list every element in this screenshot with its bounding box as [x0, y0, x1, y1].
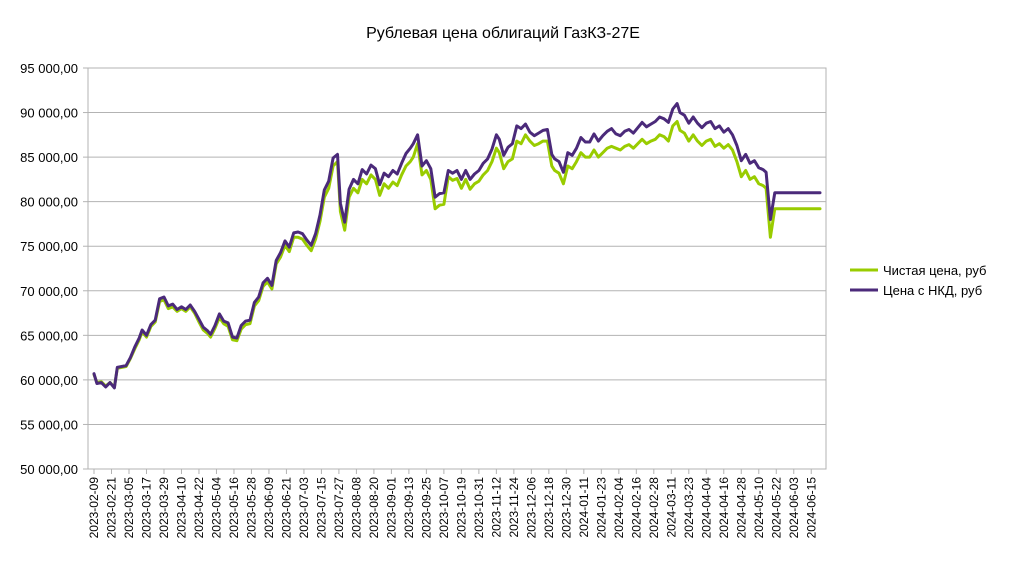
x-tick-label: 2023-12-18: [542, 477, 556, 539]
x-tick-label: 2024-05-22: [769, 477, 783, 539]
plot-area-frame: [87, 67, 827, 470]
legend-label: Чистая цена, руб: [883, 263, 986, 278]
x-tick-label: 2023-06-09: [262, 477, 276, 539]
x-tick-label: 2023-05-04: [209, 477, 223, 539]
y-tick-label: 55 000,00: [20, 417, 78, 432]
x-tick-label: 2024-02-04: [612, 477, 626, 539]
y-tick-label: 65 000,00: [20, 328, 78, 343]
x-tick-label: 2024-02-28: [647, 477, 661, 539]
y-tick-label: 90 000,00: [20, 106, 78, 121]
x-tick-label: 2023-09-13: [402, 477, 416, 539]
legend-label: Цена с НКД, руб: [883, 283, 982, 298]
x-tick-label: 2024-04-28: [734, 477, 748, 539]
x-tick-label: 2024-06-15: [804, 477, 818, 539]
x-tick-label: 2023-08-08: [349, 477, 363, 539]
x-tick-label: 2024-06-03: [787, 477, 801, 539]
x-tick-label: 2023-07-03: [297, 477, 311, 539]
y-tick-label: 60 000,00: [20, 373, 78, 388]
x-axis-ticks: 2023-02-09 2023-02-21 2023-03-05 2023-03-17…: [87, 469, 818, 538]
x-tick-label: 2024-05-10: [752, 477, 766, 539]
y-tick-label: 70 000,00: [20, 284, 78, 299]
x-tick-label: 2024-04-04: [699, 477, 713, 539]
y-tick-label: 85 000,00: [20, 150, 78, 165]
x-tick-label: 2023-09-01: [384, 477, 398, 539]
x-tick-label: 2024-01-23: [594, 477, 608, 539]
y-tick-label: 75 000,00: [20, 239, 78, 254]
x-tick-label: 2023-10-31: [472, 477, 486, 539]
x-tick-label: 2023-04-10: [174, 477, 188, 539]
y-tick-label: 50 000,00: [20, 462, 78, 477]
x-tick-label: 2023-10-19: [454, 477, 468, 539]
x-tick-label: 2023-02-21: [104, 477, 118, 539]
chart-title: Рублевая цена облигаций ГазКЗ-27Е: [366, 25, 640, 42]
x-tick-label: 2023-03-05: [122, 477, 136, 539]
series-line-2: [92, 102, 822, 390]
y-tick-label: 80 000,00: [20, 195, 78, 210]
x-tick-label: 2023-11-12: [489, 477, 503, 538]
x-tick-label: 2023-05-16: [227, 477, 241, 539]
x-tick-label: 2023-03-17: [139, 477, 153, 539]
x-tick-label: 2023-03-29: [157, 477, 171, 539]
y-axis-ticks: 50 000,00 55 000,00 60 000,00 65 000,00 70 0…: [20, 61, 88, 477]
x-tick-label: 2023-12-06: [524, 477, 538, 539]
x-tick-label: 2023-12-30: [559, 477, 573, 539]
x-tick-label: 2024-03-11: [664, 477, 678, 538]
x-tick-label: 2023-02-09: [87, 477, 101, 539]
series-line-1: [92, 120, 822, 389]
x-tick-label: 2024-02-16: [629, 477, 643, 539]
x-tick-label: 2024-04-16: [717, 477, 731, 539]
x-tick-label: 2023-08-20: [367, 477, 381, 539]
x-tick-label: 2024-03-23: [682, 477, 696, 539]
x-tick-label: 2023-09-25: [419, 477, 433, 539]
x-tick-label: 2023-10-07: [437, 477, 451, 539]
x-tick-label: 2024-01-11: [577, 477, 591, 538]
x-tick-label: 2023-07-15: [314, 477, 328, 539]
x-tick-label: 2023-07-27: [332, 477, 346, 539]
y-tick-label: 95 000,00: [20, 61, 78, 76]
x-tick-label: 2023-11-24: [507, 477, 521, 538]
x-tick-label: 2023-04-22: [192, 477, 206, 539]
x-tick-label: 2023-06-21: [279, 477, 293, 539]
series-lines: [92, 102, 822, 390]
legend: Чистая цена, руб Цена с НКД, руб: [850, 263, 986, 298]
x-tick-label: 2023-05-28: [244, 477, 258, 539]
